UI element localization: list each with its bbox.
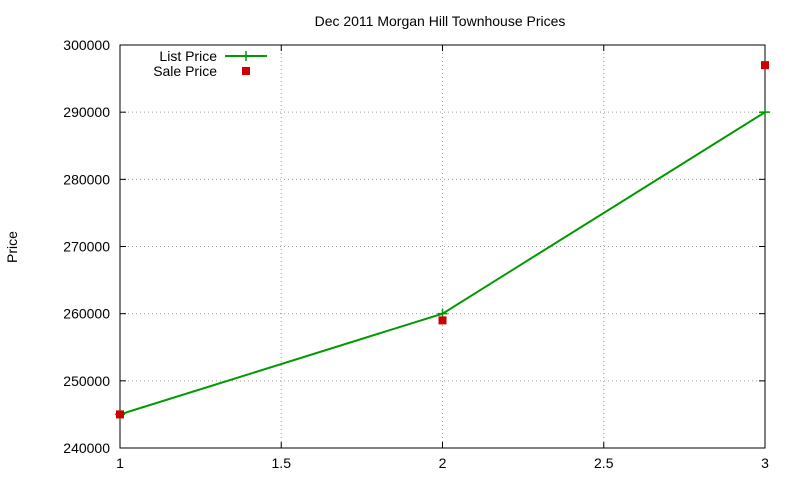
chart-title: Dec 2011 Morgan Hill Townhouse Prices — [315, 13, 566, 29]
y-tick-label: 250000 — [63, 373, 110, 389]
x-tick-label: 3 — [761, 455, 769, 471]
legend-square-marker — [242, 67, 250, 75]
legend-plus-marker — [241, 51, 251, 61]
y-tick-label: 290000 — [63, 104, 110, 120]
x-tick-label: 2.5 — [594, 455, 614, 471]
y-tick-label: 300000 — [63, 37, 110, 53]
data-point-square-marker — [116, 410, 124, 419]
data-point-plus-marker — [760, 107, 770, 118]
series-list-price — [115, 107, 770, 420]
x-tick-label: 1.5 — [272, 455, 292, 471]
legend-label: Sale Price — [153, 63, 217, 79]
axis-ticks: 240000 250000 260000 270000 280000 290000 3000… — [63, 37, 769, 471]
y-tick-label: 280000 — [63, 171, 110, 187]
legend-label: List Price — [159, 48, 217, 64]
legend-item: Sale Price — [153, 63, 250, 79]
x-tick-label: 1 — [116, 455, 124, 471]
grid — [120, 45, 765, 448]
series-sale-price — [116, 61, 769, 419]
y-axis-label: Price — [4, 231, 20, 263]
series-layer — [115, 61, 770, 420]
data-point-square-marker — [761, 61, 769, 70]
x-tick-label: 2 — [439, 455, 447, 471]
data-point-square-marker — [438, 316, 447, 325]
y-tick-label: 240000 — [63, 440, 110, 456]
y-tick-label: 260000 — [63, 306, 110, 322]
y-tick-label: 270000 — [63, 239, 110, 255]
legend-item: List Price — [159, 48, 267, 64]
